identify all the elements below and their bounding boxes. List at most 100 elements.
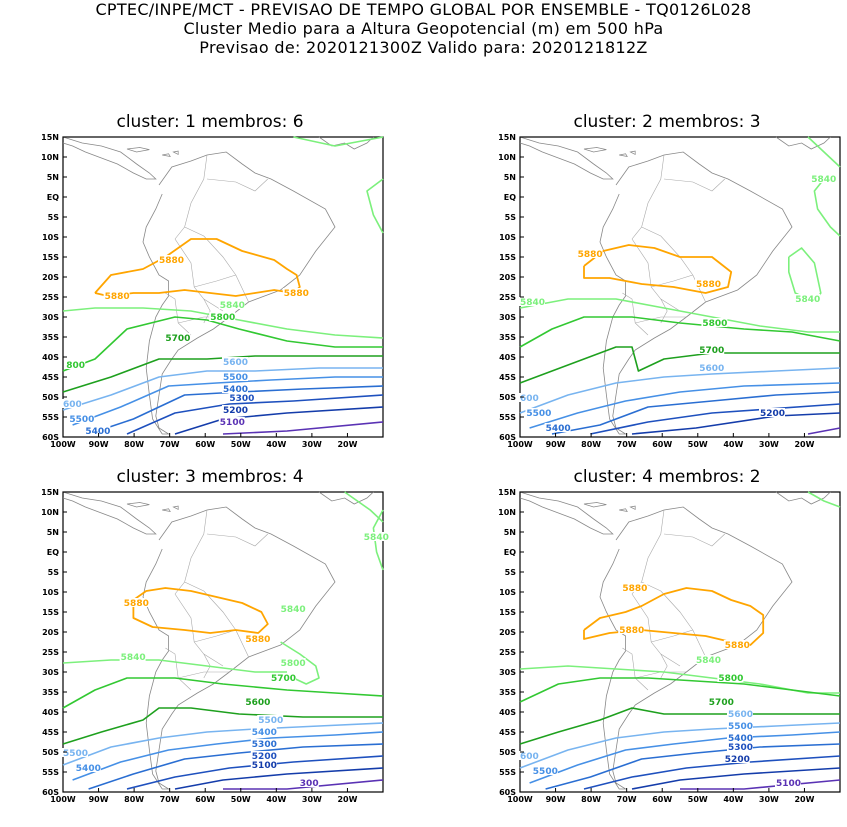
contour-label: 5200 (760, 409, 785, 419)
island-outline (629, 505, 636, 510)
lat-tick-label: 15S (499, 253, 516, 262)
contour-label-bg (209, 312, 236, 321)
lon-tick-label: 100W (507, 440, 533, 449)
lat-tick-label: EQ (504, 193, 516, 202)
country-border (194, 274, 249, 303)
contour-5600 (519, 367, 841, 414)
country-border (203, 298, 211, 324)
lat-tick-label: 50S (499, 748, 516, 757)
coastline (318, 491, 374, 505)
contour-label: 5600 (699, 364, 724, 374)
contour-label-bg (74, 763, 101, 772)
coastline (775, 491, 831, 505)
contour-label: 5400 (252, 728, 277, 738)
lon-tick-label: 70W (617, 795, 637, 804)
lat-tick-label: 30S (42, 668, 59, 677)
contour-label: 5600 (245, 698, 270, 708)
country-border (184, 226, 237, 276)
contour-5300 (126, 394, 384, 435)
contour-label-bg (576, 249, 603, 258)
contour-label-bg (222, 372, 248, 381)
lat-tick-label: 40S (499, 708, 516, 717)
header: CPTEC/INPE/MCT - PREVISAO DE TEMPO GLOBA… (0, 0, 847, 57)
lat-tick-label: 10N (41, 153, 59, 162)
contour-label-bg (794, 294, 821, 303)
contour-label-bg (244, 634, 271, 643)
contour-label: 5700 (709, 698, 734, 708)
lat-tick-label: 5S (505, 213, 517, 222)
lon-tick-label: 100W (50, 440, 76, 449)
lon-tick-label: 30W (302, 440, 322, 449)
lon-tick-label: 40W (723, 440, 743, 449)
contour-label-bg (519, 393, 539, 402)
contour-label-bg (222, 357, 248, 366)
contour-label-bg (62, 399, 82, 408)
contour-label: 5400 (76, 764, 101, 774)
lat-tick-label: 5N (504, 173, 516, 182)
contour-label-bg (250, 739, 277, 748)
lat-tick-label: 55S (499, 768, 516, 777)
lon-tick-label: 40W (266, 440, 286, 449)
contour-label-bg (68, 414, 95, 423)
contour-5800 (519, 677, 841, 703)
contour-5600 (62, 367, 383, 411)
lon-tick-label: 70W (617, 440, 637, 449)
lat-tick-label: 60S (499, 433, 516, 442)
contour-label-bg (727, 733, 753, 742)
header-line-3: Previsao de: 2020121300Z Valido para: 20… (199, 38, 648, 57)
country-border (641, 226, 694, 276)
contour-label-bg (717, 673, 744, 682)
contour-5100 (223, 779, 384, 790)
contour-label-bg (228, 393, 255, 402)
contour-label: 5800 (210, 313, 235, 323)
contour-label: 5840 (364, 533, 389, 543)
contour-label: 5500 (63, 749, 88, 759)
contour-label-bg (695, 655, 721, 664)
lat-tick-label: 10S (42, 588, 59, 597)
map-panel-4: 5880 5880 5880 5840 5800 5700 5600 5500 54005300… (498, 488, 841, 804)
country-border (622, 292, 649, 336)
contour-label-bg (282, 288, 309, 297)
contour-label: 300 (300, 779, 319, 789)
contour-5600 (62, 722, 384, 766)
contour-label-bg (122, 598, 149, 607)
lon-tick-label: 80W (581, 440, 601, 449)
contour-label: 5880 (622, 584, 647, 594)
country-border (651, 274, 706, 303)
lat-tick-label: 45S (499, 373, 516, 382)
country-border (660, 653, 668, 679)
contour-label: 5840 (281, 605, 306, 615)
lat-tick-label: 20S (499, 273, 516, 282)
lat-tick-label: 5S (505, 568, 517, 577)
island-outline (583, 502, 607, 508)
contour-label-bg (810, 174, 837, 183)
contour-5100 (807, 427, 841, 435)
lat-tick-label: 55S (42, 413, 59, 422)
contour-label-bg (158, 255, 184, 264)
contour-label: 5200 (725, 755, 750, 765)
lat-tick-label: 50S (499, 393, 516, 402)
contour-label-bg (695, 279, 721, 288)
contour-label-bg (775, 778, 801, 787)
contour-label: 5700 (699, 346, 724, 356)
lat-tick-label: 35S (499, 333, 516, 342)
contour-5840 (62, 659, 287, 673)
lat-tick-label: 55S (499, 413, 516, 422)
contour-label: 5880 (725, 641, 750, 651)
contour-label-bg (362, 532, 389, 541)
contour-label-bg (62, 748, 88, 757)
contour-label: 5600 (728, 710, 753, 720)
lon-tick-label: 60W (195, 440, 215, 449)
lat-tick-label: 15N (41, 133, 59, 142)
contour-label: 5500 (526, 409, 551, 419)
contour-5700 (62, 355, 383, 393)
lat-tick-label: 55S (42, 768, 59, 777)
lon-tick-label: 30W (759, 440, 779, 449)
contour-label: 5880 (696, 280, 721, 290)
island-outline (126, 147, 150, 153)
island-outline (172, 505, 179, 510)
contour-label-bg (218, 417, 245, 426)
contour-label: 5840 (811, 175, 836, 185)
lat-tick-label: 40S (42, 353, 59, 362)
